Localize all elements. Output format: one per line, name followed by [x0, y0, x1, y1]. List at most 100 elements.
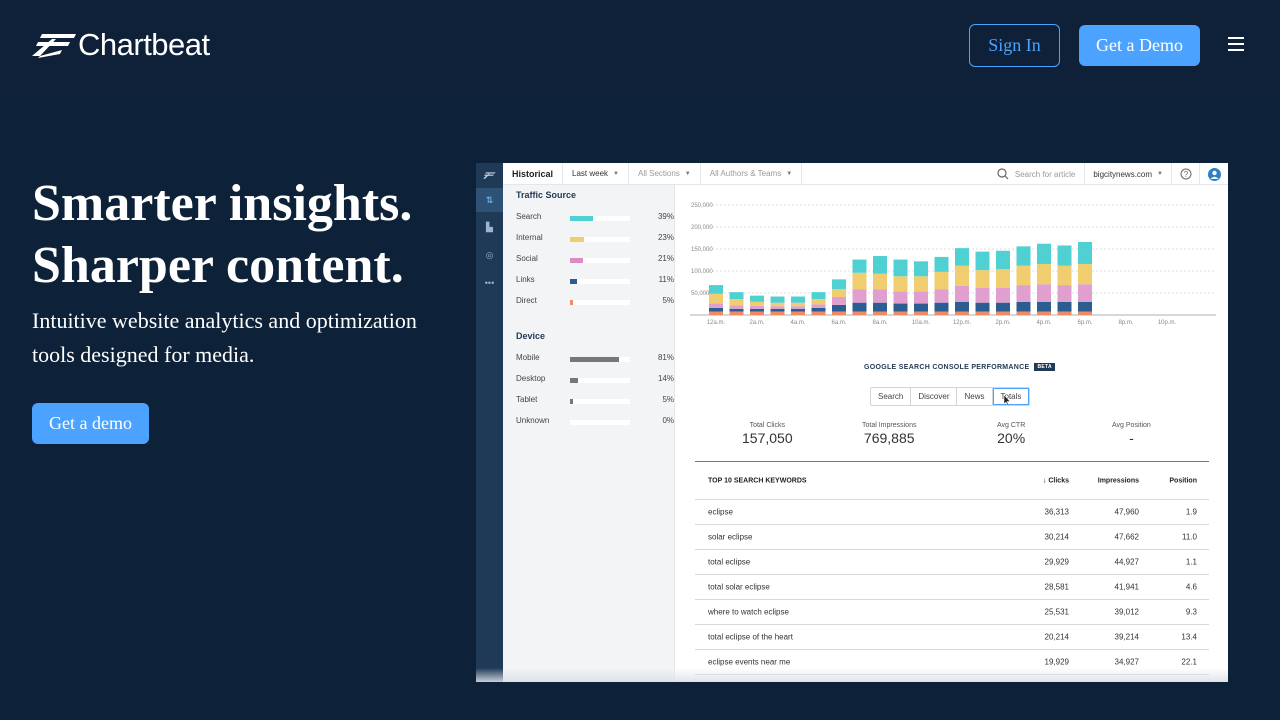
- device-label: Tablet: [516, 395, 538, 404]
- bar-segment: [975, 302, 990, 312]
- device-bar-track: [570, 420, 630, 425]
- traffic-source-percent: 11%: [658, 275, 674, 284]
- device-percent: 0%: [662, 416, 674, 425]
- get-demo-header-button[interactable]: Get a Demo: [1079, 25, 1200, 66]
- bar-segment: [750, 308, 764, 312]
- table-cell: eclipse: [708, 507, 733, 517]
- bar-segment: [1057, 301, 1072, 312]
- traffic-source-title: Traffic Source: [516, 190, 577, 200]
- bar-segment: [832, 289, 846, 297]
- stat-total-impressions: Total Impressions 769,885: [862, 422, 916, 446]
- bar-segment: [709, 293, 723, 304]
- bar-segment: [750, 311, 764, 315]
- x-tick-label: 4p.m.: [1036, 320, 1051, 326]
- gsc-title: GOOGLE SEARCH CONSOLE PERFORMANCE BETA: [864, 363, 1055, 371]
- bar-segment: [914, 276, 928, 292]
- table-cell: 13.4: [1181, 632, 1197, 642]
- sections-dropdown: All Sections ▼: [629, 163, 701, 185]
- bar-segment: [1016, 301, 1031, 312]
- bar-segment: [934, 311, 949, 315]
- table-cell: 1.9: [1185, 507, 1197, 517]
- device-label: Unknown: [516, 416, 550, 425]
- table-cell: 41,941: [1114, 582, 1139, 592]
- y-tick-label: 150,000: [691, 247, 713, 253]
- svg-text:?: ?: [1183, 170, 1188, 179]
- bar-segment: [893, 259, 908, 277]
- gsc-title-text: GOOGLE SEARCH CONSOLE PERFORMANCE: [864, 363, 1030, 371]
- traffic-source-row: Direct 5%: [516, 296, 674, 308]
- gsc-tabs: Search Discover News Totals: [870, 387, 1031, 406]
- breakdown-panel: Traffic Source Search 39% Internal 23% Socia…: [503, 185, 675, 682]
- bar-segment: [914, 261, 928, 277]
- bar-segment: [975, 270, 990, 288]
- traffic-source-percent: 23%: [657, 233, 674, 242]
- bar-segment: [852, 302, 867, 312]
- date-range-dropdown: Last week ▼: [563, 163, 629, 185]
- x-tick-label: 12a.m.: [707, 320, 726, 326]
- traffic-source-bar-fill: [570, 216, 594, 221]
- traffic-source-label: Social: [516, 254, 538, 263]
- app-nav-rail: ⇅ ▙ ◎ •••: [476, 163, 503, 682]
- bar-segment: [914, 291, 928, 304]
- bar-segment: [770, 306, 785, 309]
- bar-segment: [975, 251, 990, 271]
- date-range-label: Last week: [572, 169, 609, 178]
- column-header: ↓ Clicks: [1042, 477, 1069, 484]
- chartbeat-logo[interactable]: Chartbeat: [32, 28, 210, 62]
- chevron-down-icon: ▼: [684, 170, 691, 177]
- help-icon: ?: [1172, 163, 1200, 185]
- table-cell: 22.1: [1181, 657, 1197, 667]
- dashboard-screenshot: ⇅ ▙ ◎ ••• Historical Last week ▼ All Sect…: [476, 163, 1228, 682]
- keywords-table: TOP 10 SEARCH KEYWORDS ↓ Clicks Impressi…: [695, 461, 1209, 675]
- table-cell: 34,927: [1114, 657, 1139, 667]
- column-header: Position: [1169, 477, 1197, 484]
- stat-label: Avg CTR: [997, 422, 1026, 429]
- traffic-source-bar-track: [570, 279, 630, 284]
- search-icon: [997, 168, 1009, 180]
- chartbeat-logo-mark-icon: [32, 34, 76, 58]
- bar-segment: [893, 291, 908, 304]
- bar-segment: [709, 307, 723, 312]
- table-row: total eclipse 29,929 44,927 1.1: [695, 550, 1209, 575]
- bar-segment: [1057, 245, 1072, 266]
- bar-segment: [893, 311, 908, 315]
- bar-segment: [893, 276, 908, 292]
- bar-segment: [1037, 263, 1051, 285]
- table-row: total solar eclipse 28,581 41,941 4.6: [695, 575, 1209, 600]
- hamburger-icon[interactable]: [1228, 36, 1244, 52]
- table-cell: 19,929: [1044, 657, 1069, 667]
- bar-segment: [1057, 311, 1072, 315]
- device-row: Unknown 0%: [516, 416, 674, 428]
- table-cell: 25,531: [1044, 607, 1069, 617]
- device-label: Mobile: [516, 353, 540, 362]
- device-row: Mobile 81%: [516, 353, 674, 365]
- bar-segment: [914, 311, 928, 315]
- traffic-source-bar-fill: [570, 237, 584, 242]
- device-percent: 81%: [657, 353, 674, 362]
- x-tick-label: 6p.m.: [1077, 320, 1092, 326]
- bar-segment: [1057, 285, 1072, 302]
- device-row: Desktop 14%: [516, 374, 674, 386]
- table-cell: 29,929: [1044, 557, 1069, 567]
- bar-segment: [955, 265, 969, 286]
- tab-totals: Totals: [992, 388, 1030, 405]
- bar-segment: [770, 308, 785, 312]
- bar-segment: [1037, 301, 1051, 312]
- x-tick-label: 6a.m.: [831, 320, 846, 326]
- device-row: Tablet 5%: [516, 395, 674, 407]
- bar-segment: [934, 302, 949, 312]
- beta-badge: BETA: [1034, 363, 1055, 371]
- hero-subtitle: Intuitive website analytics and optimiza…: [32, 308, 417, 367]
- get-demo-hero-button[interactable]: Get a demo: [32, 403, 149, 444]
- table-cell: 39,012: [1114, 607, 1139, 617]
- chevron-down-icon: ▼: [1157, 171, 1163, 177]
- table-cell: 44,927: [1114, 557, 1139, 567]
- bar-segment: [1078, 311, 1092, 315]
- bar-segment: [811, 304, 826, 308]
- traffic-source-bar-fill: [570, 258, 583, 263]
- device-title: Device: [516, 331, 546, 341]
- table-cell: 9.3: [1185, 607, 1197, 617]
- bar-segment: [791, 306, 805, 309]
- sign-in-button[interactable]: Sign In: [969, 24, 1060, 67]
- bar-segment: [1016, 246, 1031, 266]
